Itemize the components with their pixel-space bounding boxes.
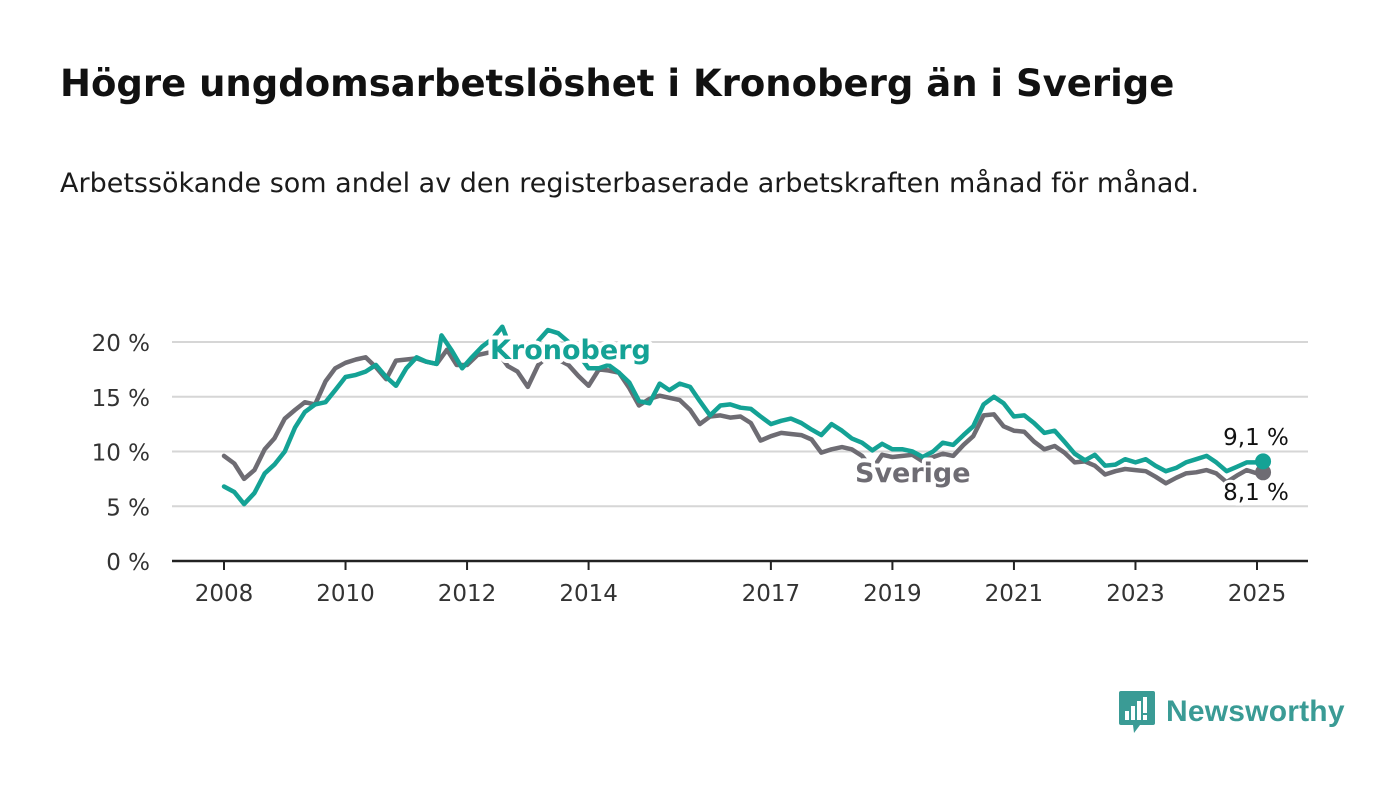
x-tick-label: 2008 [195,581,254,607]
x-tick-label: 2017 [742,581,801,607]
x-tick-label: 2021 [985,581,1044,607]
y-tick-label: 15 % [92,386,150,412]
x-tick-label: 2019 [863,581,922,607]
y-tick-label: 10 % [92,441,150,467]
series-label-kronoberg: Kronoberg [490,335,651,366]
y-tick-label: 5 % [106,495,150,521]
y-tick-label: 20 % [92,331,150,357]
logo-text: Newsworthy [1166,695,1345,728]
x-tick-label: 2012 [438,581,497,607]
end-value-label-sverige: 8,1 % [1223,480,1289,506]
x-tick-label: 2014 [559,581,618,607]
end-point-sverige [1255,464,1272,481]
bar-chart-speech-bubble-icon [1119,691,1155,733]
end-point-kronoberg [1255,453,1272,470]
chart-subtitle: Arbetssökande som andel av den registerb… [60,168,1200,199]
chart-title: Högre ungdomsarbetslöshet i Kronoberg än… [60,62,1175,105]
series-line-kronoberg [221,324,1266,507]
y-tick-label: 0 % [106,550,150,576]
x-tick-label: 2025 [1228,581,1287,607]
end-value-label-kronoberg: 9,1 % [1223,425,1289,451]
x-tick-label: 2010 [316,581,375,607]
series-line-sverige [221,347,1266,486]
series-label-sverige: Sverige [855,458,971,489]
x-tick-label: 2023 [1106,581,1165,607]
newsworthy-logo[interactable]: Newsworthy [1118,689,1345,735]
